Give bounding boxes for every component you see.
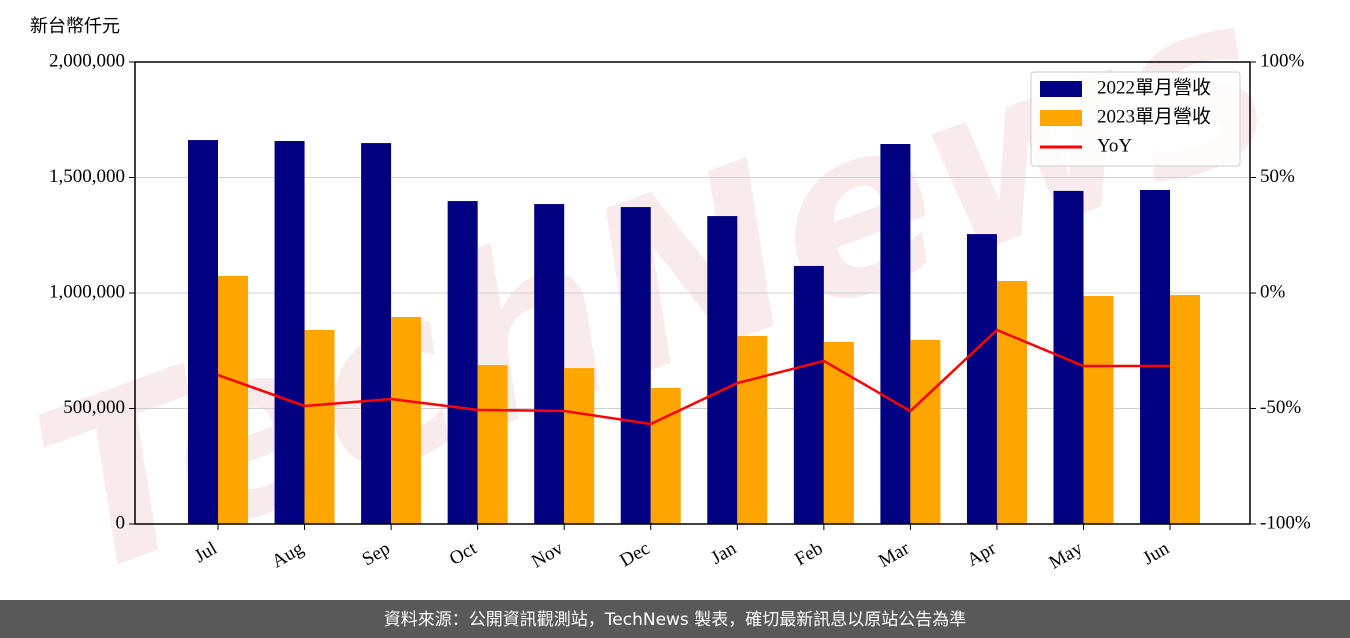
x-tick-label: Nov — [528, 538, 567, 573]
x-tick-label: Jun — [1139, 538, 1173, 570]
y2-tick-label: 100% — [1260, 50, 1305, 71]
bar — [447, 201, 478, 524]
bar — [880, 144, 911, 524]
x-tick-label: Sep — [359, 538, 394, 570]
x-tick-label: May — [1046, 538, 1087, 574]
y-tick-label: 1,500,000 — [49, 166, 125, 187]
plot-frame — [134, 61, 1251, 525]
y-tick-label: 500,000 — [63, 397, 125, 418]
bar — [188, 140, 218, 524]
x-tick-label: Oct — [446, 538, 481, 570]
bar — [996, 280, 1027, 524]
bar — [304, 329, 335, 524]
bar — [707, 216, 738, 524]
bar — [218, 275, 248, 524]
bar — [1083, 296, 1114, 524]
y-tick-label: 0 — [116, 512, 126, 533]
legend: 2022單月營收 2023單月營收 YoY — [1030, 71, 1241, 167]
bar — [1053, 190, 1084, 524]
footer-bar — [0, 600, 1350, 638]
y-tick-label: 2,000,000 — [49, 50, 125, 71]
x-tick-label: Apr — [964, 538, 1001, 571]
y2-tick-label: 50% — [1260, 166, 1295, 187]
x-tick-label: Dec — [616, 538, 653, 571]
bar — [966, 234, 997, 524]
bar — [361, 143, 392, 524]
bar — [737, 335, 768, 524]
legend-box — [1030, 71, 1241, 167]
y2-tick-label: 0% — [1260, 281, 1286, 302]
bar — [1140, 189, 1171, 524]
x-tick-label: Jan — [708, 538, 741, 569]
footer-text: 資料來源：公開資訊觀測站，TechNews 製表，確切最新訊息以原站公告為準 — [384, 610, 966, 630]
bar — [793, 265, 824, 524]
bar — [823, 341, 854, 524]
bar — [564, 368, 595, 524]
x-tick-label: Mar — [875, 538, 913, 572]
yoy-line — [217, 328, 1171, 426]
legend-label: YoY — [1097, 135, 1132, 156]
y2-tick-label: -100% — [1260, 512, 1311, 533]
bar — [910, 339, 941, 524]
bar — [650, 387, 681, 524]
bar — [534, 204, 565, 524]
legend-swatch — [1040, 81, 1082, 97]
bar — [391, 317, 422, 524]
bar — [620, 207, 651, 524]
x-tick-label: Feb — [791, 538, 826, 570]
y-axis-unit: 新台幣仟元 — [30, 16, 120, 37]
y-tick-label: 1,000,000 — [49, 281, 125, 302]
bar — [1170, 295, 1201, 524]
legend-label: 2022單月營收 — [1097, 76, 1211, 98]
y2-tick-label: -50% — [1260, 397, 1301, 418]
legend-label: 2023單月營收 — [1097, 105, 1211, 127]
bar — [477, 365, 508, 524]
bar — [274, 141, 305, 524]
legend-swatch — [1040, 110, 1082, 126]
